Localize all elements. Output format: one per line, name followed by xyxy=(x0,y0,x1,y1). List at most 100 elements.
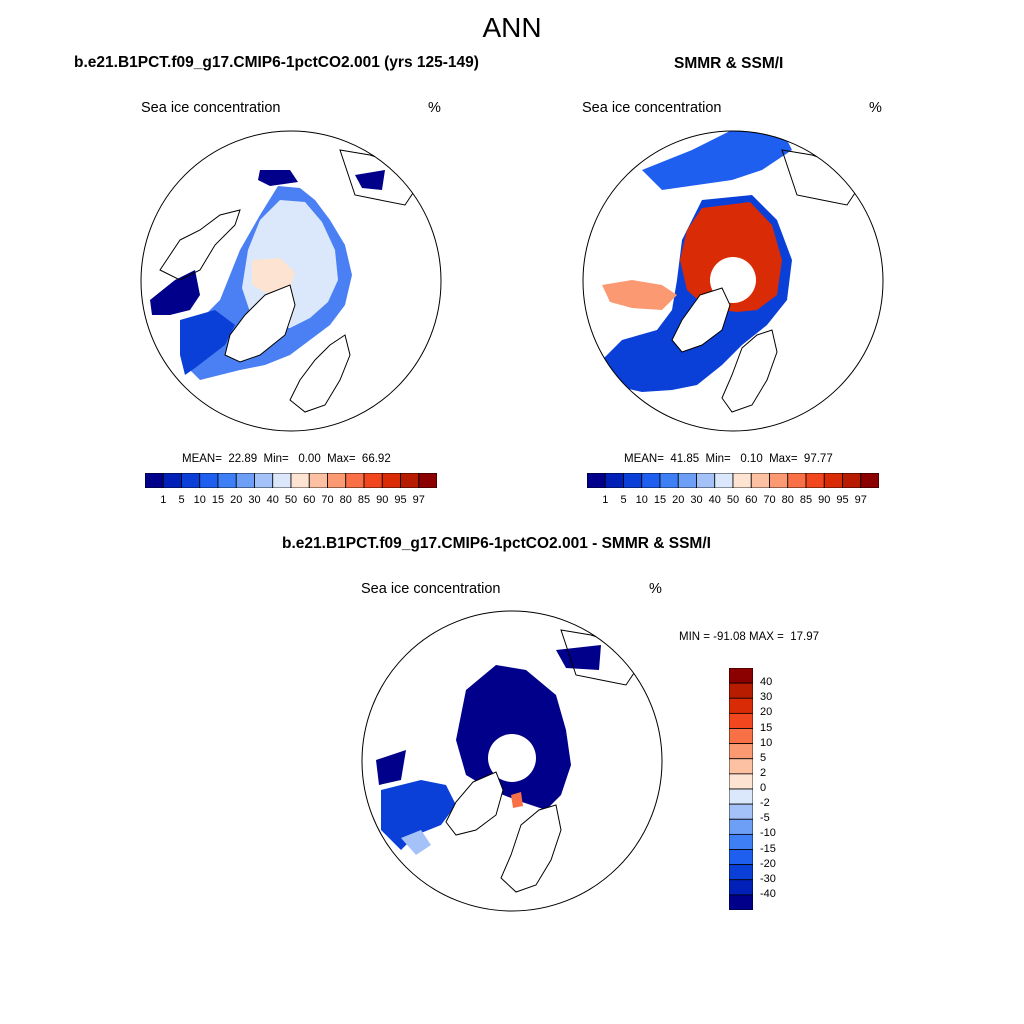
panel2-colorbar-swatch xyxy=(714,473,734,488)
panel1-units-label: % xyxy=(428,100,441,116)
panel2-colorbar-tick-label: 50 xyxy=(726,494,740,506)
panel3-title: b.e21.B1PCT.f09_g17.CMIP6-1pctCO2.001 - … xyxy=(282,535,711,552)
panel1-ice-max xyxy=(252,258,295,295)
panel1-colorbar-labels: 1 5 10 15 20 30 40 50 60 70 80 85 90 95 97 xyxy=(145,494,437,508)
panel3-diff-positive xyxy=(511,792,523,808)
panel3-colorbar-swatch xyxy=(729,849,753,866)
panel3-colorbar-tick-label: -15 xyxy=(760,842,776,855)
panel3-colorbar-swatch xyxy=(729,668,753,684)
panel1-colorbar-tick-label: 97 xyxy=(412,494,425,506)
panel1-colorbar-tick-label: 85 xyxy=(357,494,371,506)
panel1-colorbar-tick-label: 30 xyxy=(248,494,261,506)
panel1-colorbar-tick-label: 60 xyxy=(303,494,316,506)
panel3-colorbar-tick-label: 5 xyxy=(760,751,767,764)
panel3-polar-map xyxy=(361,610,663,912)
figure-title: ANN xyxy=(482,12,542,43)
panel3-colorbar-tick-label: -2 xyxy=(760,797,770,810)
panel2-colorbar-tick-label: 90 xyxy=(818,494,831,506)
panel1-colorbar-tick-label: 20 xyxy=(230,494,243,506)
panel1-colorbar-tick-label: 40 xyxy=(266,494,279,506)
panel1-colorbar-swatch xyxy=(199,473,219,488)
panel2-ice-north xyxy=(642,131,792,190)
panel3-colorbar-swatch xyxy=(729,682,753,699)
panel1-colorbar-swatch xyxy=(363,473,383,488)
panel1-ice-bering xyxy=(355,170,385,190)
panel1-colorbar-swatch xyxy=(381,473,401,488)
panel1-colorbar-swatch xyxy=(235,473,255,488)
panel2-colorbar-swatch xyxy=(732,473,752,488)
panel3-colorbar-tick-label: -40 xyxy=(760,887,776,900)
panel2-colorbar-swatch xyxy=(750,473,770,488)
panel2-ice-core xyxy=(680,202,782,312)
panel3-units-label: % xyxy=(649,581,662,597)
panel1-colorbar-swatch xyxy=(145,473,164,488)
panel2-colorbar xyxy=(587,473,879,488)
panel1-colorbar-tick-label: 50 xyxy=(284,494,298,506)
panel2-title: SMMR & SSM/I xyxy=(674,55,784,72)
panel3-stats: MIN = -91.08 MAX = 17.97 xyxy=(679,631,819,643)
panel3-colorbar-swatch xyxy=(729,818,753,835)
panel2-colorbar-tick-label: 80 xyxy=(781,494,794,506)
panel3-colorbar-tick-label: -30 xyxy=(760,872,776,885)
panel2-colorbar-swatch xyxy=(587,473,606,488)
panel2-colorbar-swatch xyxy=(677,473,697,488)
panel2-colorbar-tick-label: 1 xyxy=(602,494,609,506)
panel2-colorbar-swatch xyxy=(805,473,825,488)
panel2-colorbar-tick-label: 97 xyxy=(854,494,867,506)
panel2-colorbar-labels: 1 5 10 15 20 30 40 50 60 70 80 85 90 95 97 xyxy=(587,494,879,508)
panel1-colorbar-swatch xyxy=(290,473,310,488)
panel3-colorbar-swatch xyxy=(729,712,753,729)
panel3-colorbar-tick-label: 2 xyxy=(760,766,767,779)
panel1-colorbar-swatch xyxy=(327,473,347,488)
panel2-ice-edge xyxy=(602,280,677,310)
panel3-colorbar-swatch xyxy=(729,879,753,896)
panel1-title: b.e21.B1PCT.f09_g17.CMIP6-1pctCO2.001 (y… xyxy=(74,54,479,71)
panel2-variable-label: Sea ice concentration xyxy=(582,100,722,116)
panel2-colorbar-swatch xyxy=(659,473,679,488)
panel1-colorbar-swatch xyxy=(272,473,292,488)
panel2-greenland-outline xyxy=(671,287,731,353)
panel2-colorbar-swatch xyxy=(604,473,624,488)
panel3-diff-baffin xyxy=(376,750,406,785)
panel3-colorbar-tick-label: 20 xyxy=(760,706,773,719)
panel3-colorbar-swatch xyxy=(729,743,753,760)
panel1-colorbar xyxy=(145,473,437,488)
panel2-colorbar-tick-label: 5 xyxy=(620,494,627,506)
panel1-colorbar-swatch xyxy=(162,473,182,488)
panel1-eurasia-outline xyxy=(159,209,241,281)
panel2-scandinavia-outline xyxy=(721,329,778,413)
panel3-diff-edge xyxy=(401,830,431,855)
panel3-pole-hole xyxy=(488,734,536,782)
panel2-colorbar-tick-label: 15 xyxy=(653,494,667,506)
panel2-colorbar-swatch xyxy=(787,473,807,488)
panel1-colorbar-tick-label: 5 xyxy=(178,494,185,506)
panel2-colorbar-tick-label: 95 xyxy=(836,494,849,506)
panel1-map-boundary xyxy=(140,130,442,432)
panel1-colorbar-swatch xyxy=(217,473,237,488)
panel1-colorbar-tick-label: 95 xyxy=(394,494,407,506)
panel2-colorbar-tick-label: 20 xyxy=(672,494,685,506)
panel2-colorbar-tick-label: 10 xyxy=(635,494,648,506)
panel2-colorbar-tick-label: 40 xyxy=(708,494,721,506)
panel3-colorbar-swatch xyxy=(729,697,753,714)
panel3-colorbar-swatch xyxy=(729,758,753,775)
panel3-diff-bering xyxy=(556,645,601,670)
panel3-colorbar-tick-label: 40 xyxy=(760,676,773,689)
panel1-colorbar-tick-label: 15 xyxy=(211,494,225,506)
panel3-colorbar-swatch xyxy=(729,773,753,790)
panel2-colorbar-tick-label: 30 xyxy=(690,494,703,506)
panel1-polar-map xyxy=(140,130,442,432)
panel1-colorbar-tick-label: 10 xyxy=(193,494,206,506)
panel3-colorbar-swatch xyxy=(729,788,753,805)
panel1-colorbar-swatch xyxy=(181,473,201,488)
panel1-scandinavia-outline xyxy=(289,334,351,413)
panel1-colorbar-swatch xyxy=(308,473,328,488)
panel1-colorbar-tick-label: 1 xyxy=(160,494,167,506)
panel2-stats: MEAN= 41.85 Min= 0.10 Max= 97.77 xyxy=(624,453,833,465)
panel2-colorbar-swatch xyxy=(823,473,843,488)
panel3-colorbar-tick-label: 10 xyxy=(760,736,773,749)
panel3-colorbar-tick-label: 15 xyxy=(760,721,773,734)
panel2-colorbar-swatch xyxy=(696,473,716,488)
panel3-colorbar-swatch xyxy=(729,803,753,820)
panel1-colorbar-swatch xyxy=(400,473,420,488)
